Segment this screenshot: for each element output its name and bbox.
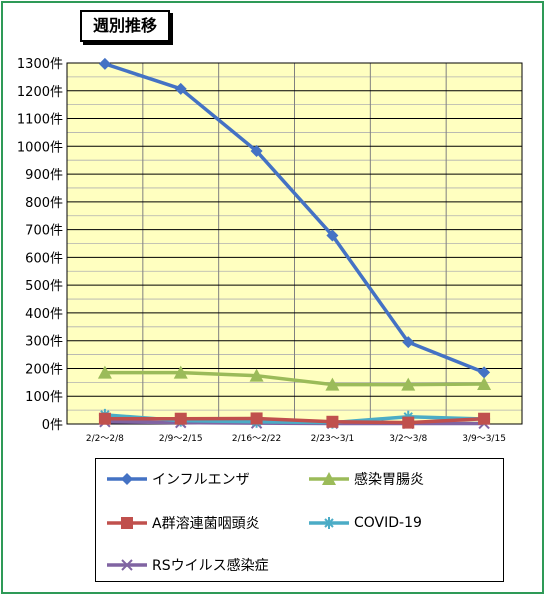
legend-swatch	[309, 472, 349, 485]
series-line	[104, 416, 485, 425]
x-tick-label: 3/2～3/8	[389, 434, 427, 444]
y-tick-label: 600件	[25, 251, 63, 266]
legend-label: A群溶連菌咽頭炎	[152, 516, 260, 532]
y-tick-label: 300件	[25, 335, 63, 350]
data-point	[478, 412, 491, 425]
legend-entry: 感染胃腸炎	[308, 469, 424, 489]
legend-marker	[322, 472, 336, 485]
legend-swatch	[107, 517, 147, 529]
data-point	[401, 377, 416, 391]
legend-swatch	[107, 559, 147, 571]
chart-legend: インフルエンザ 感染胃腸炎 A群溶連菌咽頭炎 COVID-19 RSウイルス感染症	[95, 458, 504, 582]
data-point	[477, 377, 492, 391]
y-tick-label: 1100件	[17, 113, 63, 128]
x-tick-label: 3/9～3/15	[462, 434, 506, 444]
y-tick-label: 100件	[25, 390, 63, 405]
x-tick-label: 2/23～3/1	[311, 434, 355, 444]
legend-swatch	[107, 473, 147, 485]
y-tick-label: 0件	[42, 418, 63, 433]
data-point	[250, 412, 263, 425]
data-point	[97, 365, 112, 379]
legend-marker	[121, 473, 133, 485]
data-point	[402, 336, 415, 349]
legend-marker	[121, 559, 133, 571]
legend-label: RSウイルス感染症	[152, 558, 269, 574]
data-point	[250, 145, 263, 158]
data-point	[326, 229, 339, 242]
data-point	[174, 412, 187, 425]
data-point	[326, 415, 339, 428]
legend-label: 感染胃腸炎	[354, 472, 424, 488]
legend-entry: RSウイルス感染症	[106, 555, 269, 575]
y-tick-label: 1200件	[17, 85, 63, 100]
x-tick-label: 2/2～2/8	[86, 434, 124, 444]
chart-title: 週別推移	[80, 10, 170, 42]
data-point	[325, 377, 340, 391]
data-point	[98, 412, 111, 425]
legend-entry: A群溶連菌咽頭炎	[106, 513, 260, 533]
legend-entry: COVID-19	[308, 513, 422, 533]
legend-label: インフルエンザ	[152, 472, 250, 488]
line-chart: 0件 100件 200件 300件 400件 500件 600件 700件 800件 900件 10…	[17, 57, 523, 444]
y-tick-label: 800件	[25, 196, 63, 211]
legend-label: COVID-19	[354, 515, 422, 531]
series-line	[104, 370, 485, 387]
y-tick-label: 900件	[25, 168, 63, 183]
legend-marker	[323, 517, 335, 529]
x-tick-label: 2/9～2/15	[159, 434, 203, 444]
y-tick-label: 1000件	[17, 140, 63, 155]
y-tick-label: 1300件	[17, 57, 63, 72]
legend-swatch	[309, 517, 349, 529]
data-point	[174, 82, 187, 95]
legend-entry: インフルエンザ	[106, 469, 250, 489]
data-point	[249, 368, 264, 382]
x-tick-label: 2/16～2/22	[232, 434, 281, 444]
data-point	[98, 57, 111, 70]
data-point	[478, 366, 491, 379]
y-tick-label: 200件	[25, 362, 63, 377]
y-tick-label: 400件	[25, 307, 63, 322]
y-tick-label: 500件	[25, 279, 63, 294]
series-line	[104, 62, 485, 374]
y-tick-label: 700件	[25, 224, 63, 239]
data-point	[402, 416, 415, 429]
data-point	[173, 365, 188, 379]
legend-marker	[121, 517, 133, 529]
